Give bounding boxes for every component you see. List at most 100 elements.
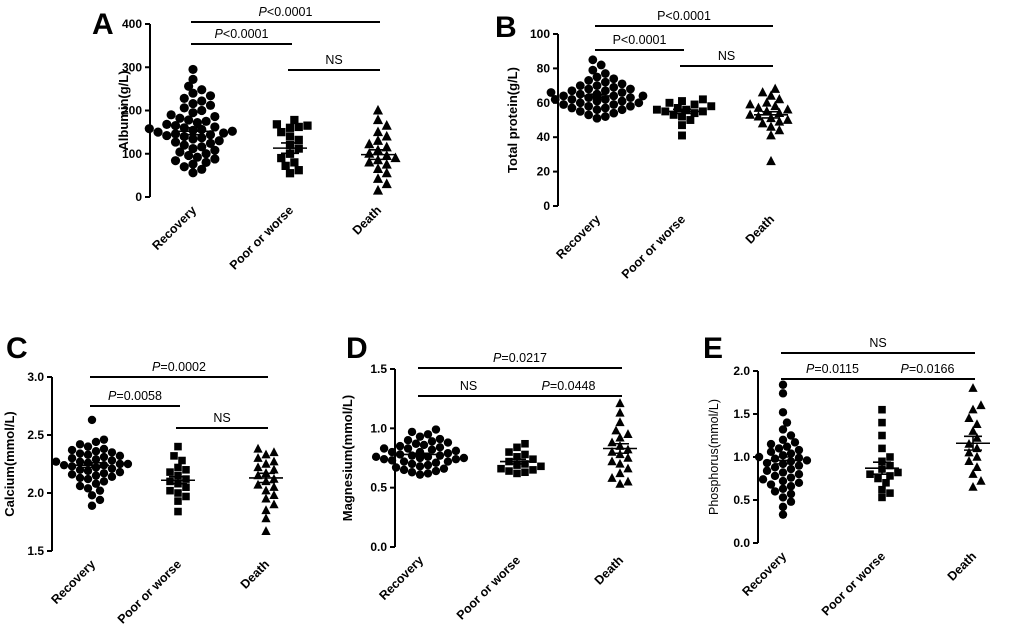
data-point — [794, 445, 804, 455]
data-point — [184, 115, 194, 125]
p-value-label: P=0.0058 — [108, 389, 162, 403]
p-value-label: NS — [213, 411, 230, 425]
data-point — [192, 118, 202, 128]
data-point — [372, 135, 384, 145]
data-point — [51, 457, 61, 466]
data-point — [592, 105, 602, 115]
data-point — [529, 455, 537, 463]
data-point — [782, 114, 793, 124]
y-tick-label: 2.0 — [733, 364, 750, 378]
data-point — [107, 472, 117, 481]
panel-letter: C — [6, 332, 28, 365]
data-point — [174, 507, 182, 516]
data-point — [774, 94, 785, 104]
x-category-label: Recovery — [48, 557, 98, 607]
data-point — [686, 116, 695, 124]
data-point — [427, 445, 437, 454]
data-point — [521, 450, 529, 459]
data-point — [754, 452, 764, 462]
data-point — [609, 74, 619, 84]
data-point — [615, 458, 625, 468]
data-point — [770, 100, 781, 111]
data-point — [588, 55, 598, 65]
data-point — [623, 476, 633, 486]
x-category-label: Death — [350, 203, 384, 237]
y-tick-label: 1.5 — [27, 544, 44, 558]
data-point — [609, 82, 619, 92]
data-point — [197, 96, 207, 106]
data-point — [638, 91, 648, 101]
x-category-label: Death — [743, 212, 777, 246]
data-point — [435, 434, 445, 444]
data-point — [391, 463, 401, 472]
y-tick-label: 0.5 — [733, 493, 750, 507]
panel-letter: D — [346, 332, 368, 365]
data-point — [403, 444, 413, 453]
data-point — [615, 407, 625, 417]
data-point — [592, 113, 602, 123]
data-point — [782, 442, 792, 451]
data-point — [107, 464, 117, 473]
data-point — [451, 446, 461, 456]
data-point — [778, 476, 788, 486]
data-point — [153, 127, 163, 137]
y-tick-label: 2.0 — [27, 486, 44, 500]
data-point — [179, 93, 189, 103]
data-point — [698, 107, 707, 116]
data-point — [626, 101, 635, 111]
data-point — [205, 91, 216, 101]
p-value-label: P=0.0166 — [901, 362, 955, 376]
data-point — [778, 408, 788, 417]
data-point — [205, 130, 216, 140]
data-point — [878, 444, 886, 453]
data-point — [371, 452, 381, 462]
data-point — [878, 457, 886, 466]
data-point — [443, 449, 453, 458]
data-point — [99, 477, 109, 486]
data-point — [600, 77, 610, 87]
data-point — [269, 447, 279, 457]
data-point — [67, 470, 77, 479]
data-point — [778, 425, 788, 434]
data-point — [766, 121, 776, 131]
x-category-label: Recovery — [149, 203, 199, 253]
data-point — [261, 493, 271, 503]
p-value-label: P<0.0001 — [259, 5, 313, 19]
data-point — [95, 495, 105, 505]
data-point — [372, 184, 384, 195]
data-point — [253, 462, 263, 472]
data-point — [513, 469, 521, 478]
data-point — [521, 468, 529, 477]
y-tick-label: 2.5 — [27, 428, 44, 442]
data-point — [786, 489, 796, 499]
panel-letter: E — [703, 332, 723, 365]
data-point — [600, 69, 610, 78]
data-point — [774, 124, 785, 135]
p-value-label: P=0.0448 — [542, 379, 596, 393]
data-point — [617, 79, 627, 89]
y-tick-label: 60 — [537, 96, 551, 110]
data-point — [669, 110, 678, 119]
data-point — [427, 437, 437, 446]
data-point — [575, 107, 585, 116]
data-point — [874, 474, 882, 483]
data-point — [423, 469, 433, 478]
data-point — [175, 147, 185, 157]
data-point — [179, 140, 189, 150]
data-point — [617, 105, 627, 115]
x-category-label: Poor or worse — [619, 212, 688, 281]
data-point — [253, 479, 263, 489]
data-point — [184, 81, 194, 91]
x-category-label: Poor or worse — [819, 549, 888, 618]
data-point — [197, 105, 207, 116]
data-point — [886, 489, 894, 497]
data-point — [964, 456, 974, 466]
data-point — [115, 451, 125, 461]
data-point — [67, 462, 77, 471]
data-point — [592, 81, 602, 90]
data-point — [269, 464, 279, 474]
data-point — [87, 415, 97, 425]
data-point — [968, 404, 978, 414]
data-point — [75, 481, 85, 491]
